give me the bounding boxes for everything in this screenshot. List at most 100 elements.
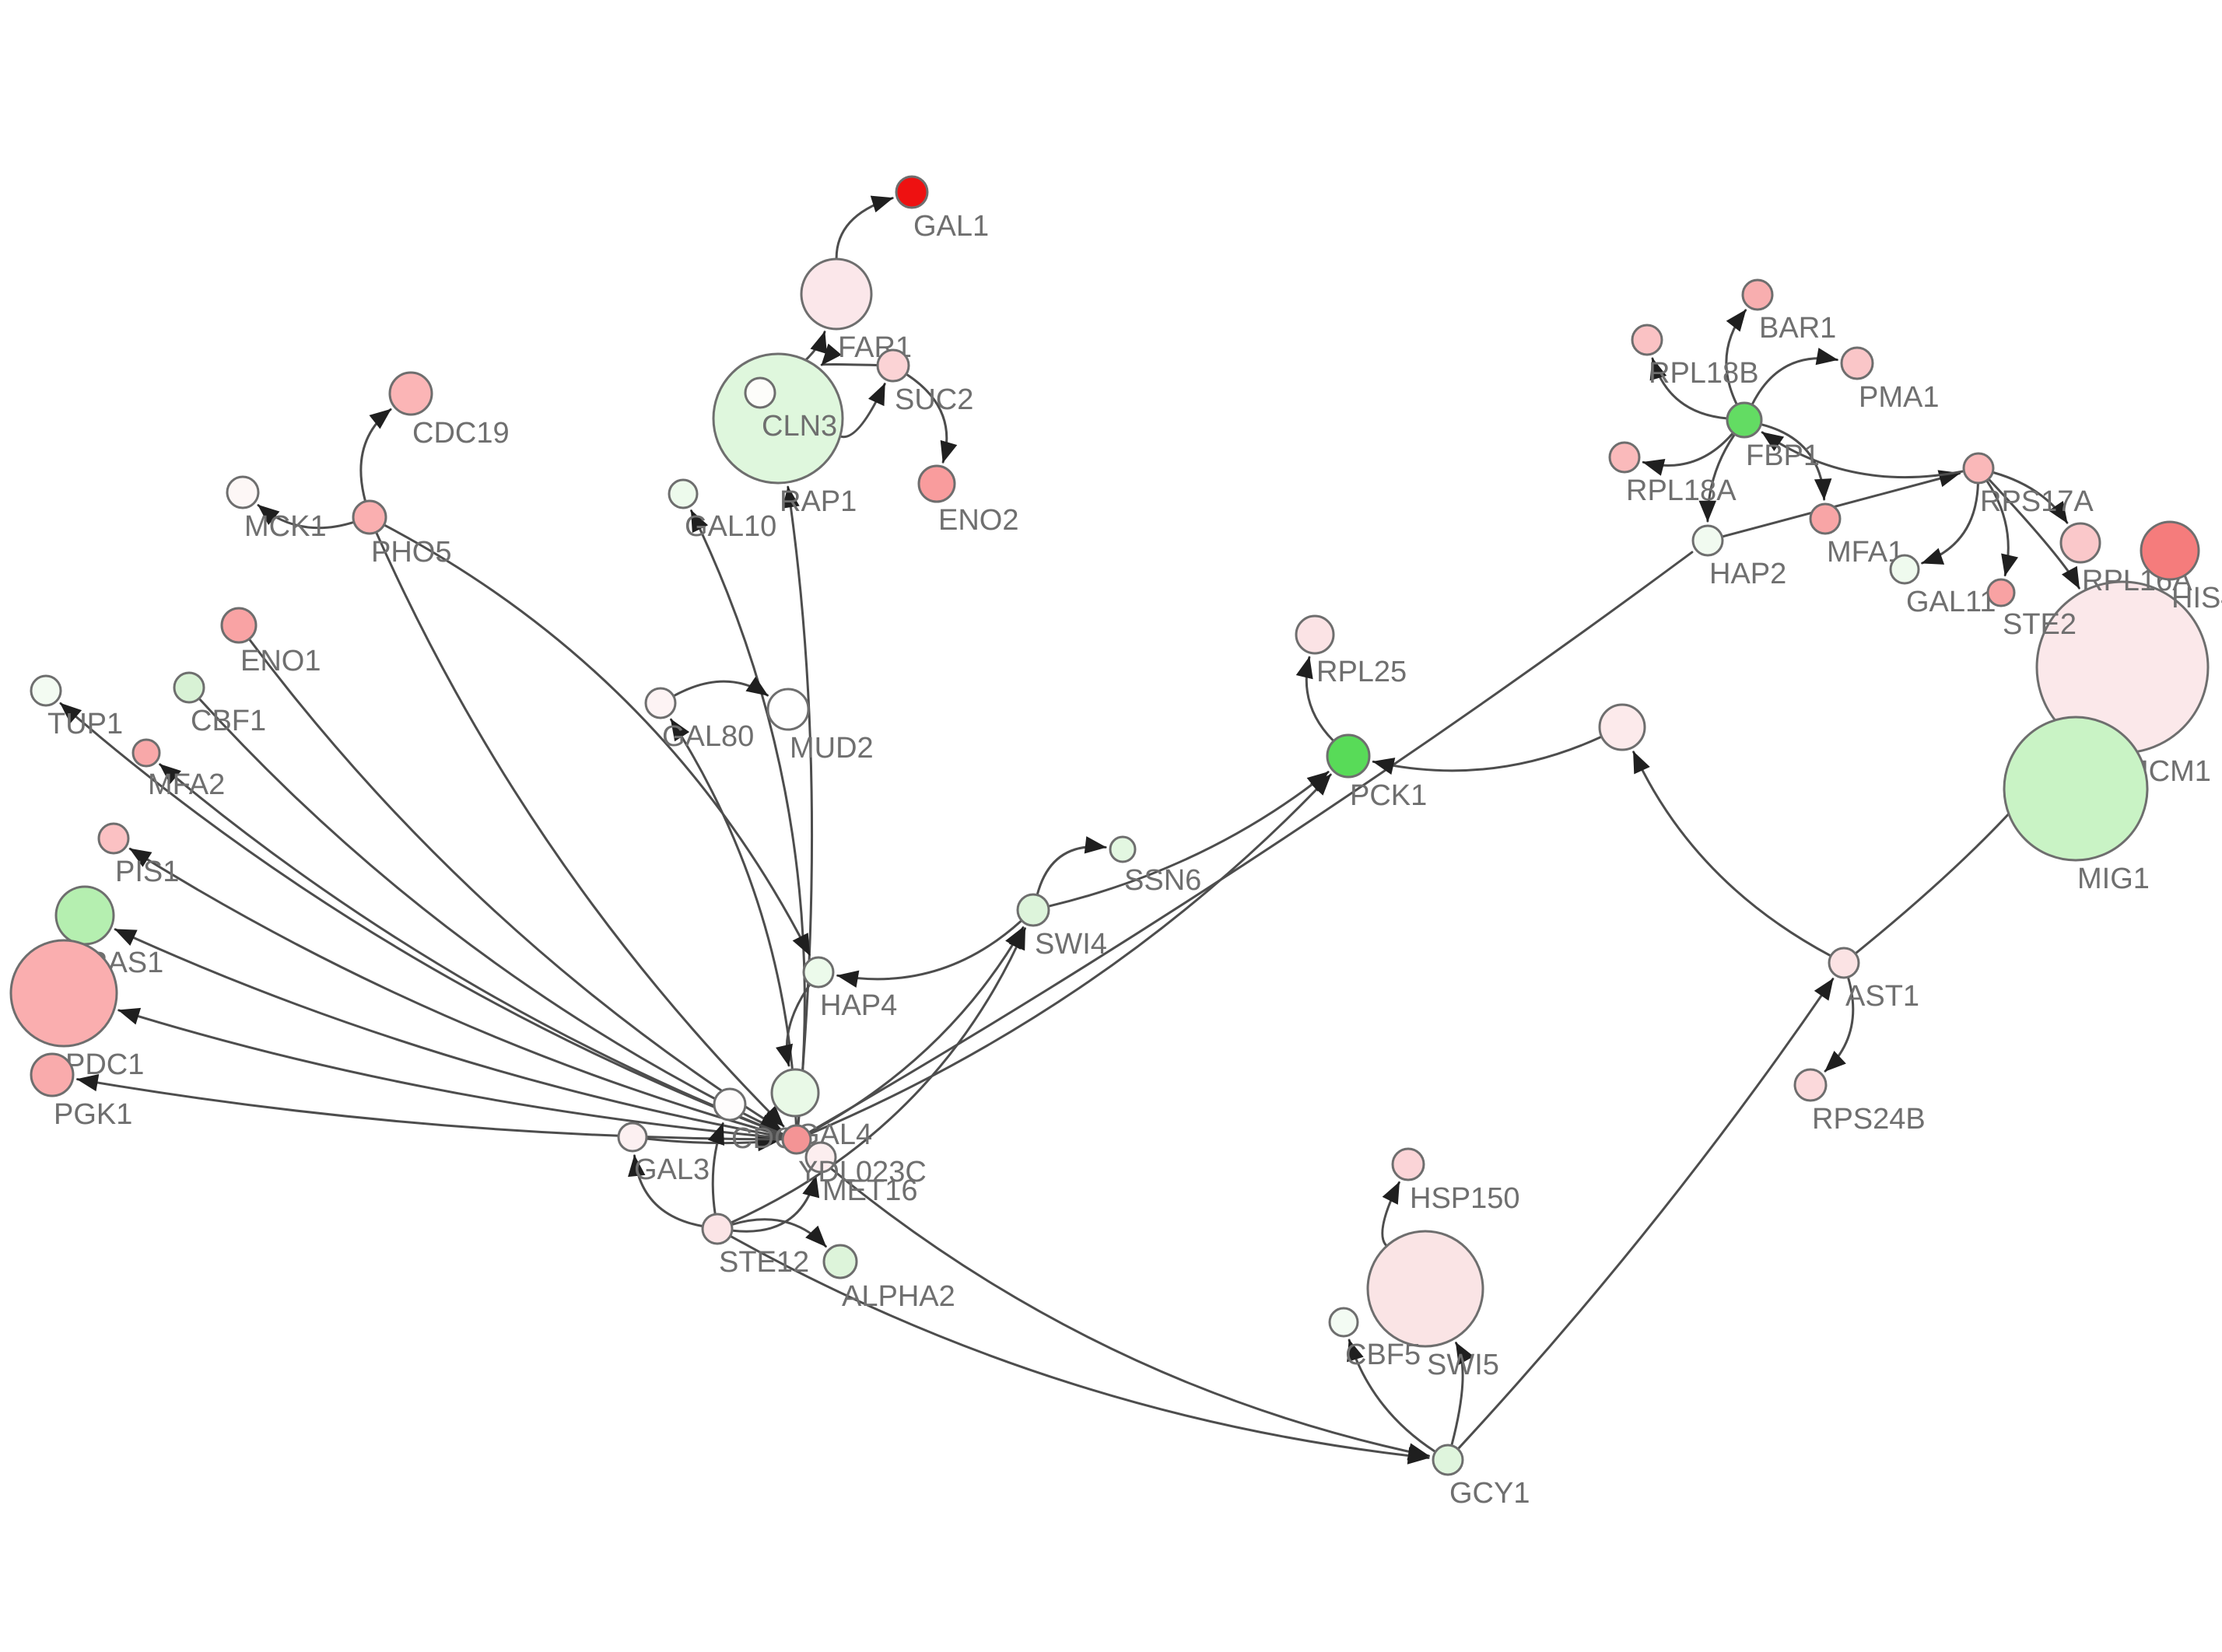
node-pho5[interactable] [352, 499, 387, 535]
edge-rps17a-rpl16a[interactable] [1992, 471, 2069, 524]
edge-gal80-mud2[interactable] [673, 676, 769, 697]
node-his4[interactable] [2140, 520, 2200, 581]
edge-ydl023c-gal80[interactable] [670, 718, 797, 1126]
node-rpl18b[interactable] [1631, 324, 1663, 356]
edge-ast1-rps24b[interactable] [1824, 976, 1855, 1073]
edge-pho5-cdc19[interactable] [359, 408, 392, 502]
node-mud2[interactable] [766, 688, 810, 731]
node-mfa2[interactable] [131, 738, 161, 768]
node-pgk1[interactable] [30, 1052, 75, 1097]
node-mck1[interactable] [226, 475, 260, 509]
edge-suc2-rap1[interactable] [820, 343, 878, 366]
edge-swi4-pck1[interactable] [1047, 771, 1330, 908]
edge-gcy1-swi5[interactable] [1450, 1342, 1474, 1447]
edge-rap1-suc2[interactable] [839, 383, 886, 439]
edge-pck1-rpl25[interactable] [1295, 656, 1334, 742]
node-cdc19[interactable] [388, 371, 433, 416]
edge-ydl023c-gcy1[interactable] [806, 1147, 1430, 1461]
edge-ste12-gal3[interactable] [628, 1154, 703, 1227]
node-swi5[interactable] [1366, 1230, 1484, 1348]
node-met16[interactable] [804, 1141, 837, 1174]
node-tup1[interactable] [30, 674, 62, 707]
edge-ast1-upink[interactable] [1632, 751, 1831, 957]
node-mfa1[interactable] [1809, 502, 1842, 535]
node-pck1[interactable] [1326, 733, 1371, 779]
node-rps24b[interactable] [1793, 1068, 1828, 1102]
node-ssn6[interactable] [1109, 835, 1137, 863]
edge-pho5-hap4[interactable] [384, 523, 811, 957]
node-rpl25[interactable] [1295, 614, 1335, 655]
edge-hap4-gal4[interactable] [776, 983, 811, 1067]
edge-fbp1-pma1[interactable] [1751, 348, 1838, 405]
edge-ste12-alpha2[interactable] [731, 1218, 827, 1248]
edge-ydl023c-swi4[interactable] [808, 926, 1025, 1134]
node-gal3[interactable] [617, 1122, 648, 1153]
node-alpha2[interactable] [822, 1244, 858, 1279]
edge-ste12-met16[interactable] [731, 1174, 820, 1233]
edge-gcy1-cbf5[interactable] [1347, 1339, 1436, 1453]
node-rpl16a[interactable] [2059, 522, 2101, 564]
node-suc2[interactable] [876, 348, 910, 383]
edge-ydl023c-hap2[interactable] [808, 551, 1694, 1133]
edge-rps17a-gal11[interactable] [1921, 482, 1979, 565]
node-cln3[interactable] [744, 376, 776, 409]
node-gal4[interactable] [770, 1068, 820, 1118]
edge-rps17a-ste2[interactable] [1985, 480, 2019, 577]
edge-swi4-hap4[interactable] [836, 919, 1022, 988]
node-pma1[interactable] [1840, 346, 1874, 380]
node-gal1[interactable] [895, 175, 929, 209]
edge-fbp1-hap2[interactable] [1698, 433, 1736, 523]
edge-ste12-gcy1[interactable] [730, 1235, 1430, 1465]
node-gal11[interactable] [1889, 554, 1920, 585]
edge-rps17a-mcm1[interactable] [1988, 478, 2080, 590]
edge-ydl023c-ras1[interactable] [114, 928, 783, 1139]
node-pis1[interactable] [97, 822, 130, 855]
node-cbf5[interactable] [1328, 1307, 1359, 1338]
edge-upink-pck1[interactable] [1372, 736, 1603, 775]
edge-ydl023c-pck1[interactable] [809, 773, 1332, 1136]
node-upink[interactable] [1598, 703, 1646, 751]
node-rps17a[interactable] [1962, 452, 1995, 485]
node-cbf1[interactable] [173, 671, 205, 704]
node-ste2[interactable] [1986, 578, 2016, 607]
node-eno1[interactable] [220, 607, 258, 644]
node-gcy1[interactable] [1432, 1444, 1464, 1476]
edge-ydl023c-rap1[interactable] [782, 485, 814, 1126]
edge-ste12-swi4[interactable] [730, 927, 1026, 1224]
node-hap4[interactable] [802, 956, 835, 989]
edge-ydl023c-pis1[interactable] [128, 847, 784, 1137]
edge-fbp1-mfa1[interactable] [1760, 423, 1832, 501]
node-rpl18a[interactable] [1608, 441, 1641, 474]
node-ast1[interactable] [1828, 947, 1860, 979]
edge-pho5-ydl023c[interactable] [375, 531, 785, 1128]
edge-pho5-mck1[interactable] [257, 504, 355, 530]
node-ras1[interactable] [54, 885, 115, 946]
node-gal80[interactable] [644, 687, 677, 719]
node-cdc[interactable] [713, 1087, 747, 1122]
node-pdc1[interactable] [9, 939, 118, 1048]
edge-ydl023c-mfa2[interactable] [159, 763, 784, 1136]
edge-fbp1-bar1[interactable] [1725, 309, 1747, 405]
edge-hap2-rps17a[interactable] [1721, 470, 1961, 538]
edge-far1-gal1[interactable] [835, 195, 894, 260]
node-mig1[interactable] [2003, 716, 2149, 862]
node-gal10[interactable] [668, 478, 699, 509]
edge-fbp1-rpl18b[interactable] [1649, 357, 1728, 420]
node-hap2[interactable] [1691, 524, 1724, 557]
edge-fbp1-rpl18a[interactable] [1642, 432, 1734, 476]
node-bar1[interactable] [1741, 278, 1774, 311]
edge-eno1-ydl023c[interactable] [248, 638, 783, 1131]
edge-ste12-cdc[interactable] [707, 1122, 724, 1215]
node-ydl023c[interactable] [781, 1124, 812, 1155]
edge-ydl023c-gal10[interactable] [690, 509, 806, 1126]
edge-cbf1-ydl023c[interactable] [198, 698, 781, 1133]
node-fbp1[interactable] [1726, 401, 1763, 439]
node-ste12[interactable] [701, 1213, 734, 1245]
edge-swi5-hsp150[interactable] [1381, 1181, 1400, 1247]
node-eno2[interactable] [917, 464, 956, 503]
edge-gcy1-ast1[interactable] [1457, 978, 1835, 1450]
node-hsp150[interactable] [1391, 1147, 1425, 1181]
edge-swi4-ssn6[interactable] [1036, 836, 1107, 896]
